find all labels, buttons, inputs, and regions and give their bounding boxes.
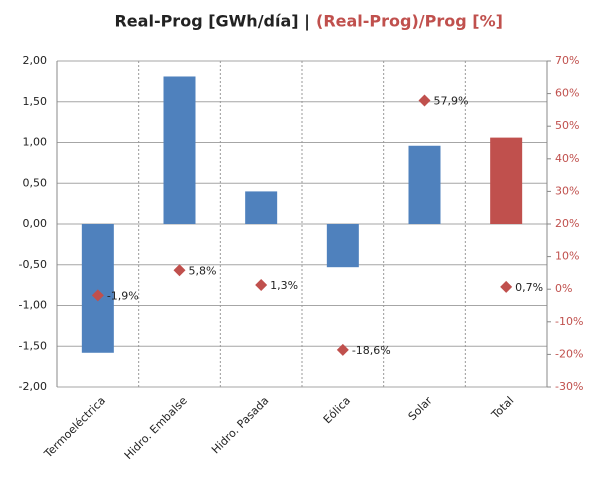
x-tick-label: Hidro. Embalse xyxy=(122,394,190,462)
y2-tick-label: -30% xyxy=(555,380,583,393)
data-label: -1,9% xyxy=(107,289,139,302)
data-label: 57,9% xyxy=(434,94,469,107)
y-tick-label: -0,50 xyxy=(19,258,47,271)
bar xyxy=(408,145,441,224)
y2-tick-label: 0% xyxy=(555,282,572,295)
y-tick-label: 2,00 xyxy=(23,54,48,67)
y-tick-label: 0,50 xyxy=(23,176,48,189)
y-tick-label: -2,00 xyxy=(19,380,47,393)
y-tick-label: 1,00 xyxy=(23,136,48,149)
y2-tick-label: 60% xyxy=(555,87,579,100)
x-tick-label: Hidro. Pasada xyxy=(209,394,271,456)
bar xyxy=(81,224,114,353)
x-tick-label: Termoeléctrica xyxy=(41,394,108,461)
marker xyxy=(500,280,513,293)
x-tick-label: Solar xyxy=(406,394,435,423)
chart-title: Real-Prog [GWh/día] | xyxy=(114,12,310,32)
y2-tick-label: 70% xyxy=(555,54,579,67)
y2-tick-label: 30% xyxy=(555,184,579,197)
y-tick-label: 1,50 xyxy=(23,95,48,108)
x-tick-label: Eólica xyxy=(321,394,353,426)
bar xyxy=(326,224,359,268)
y-tick-label: -1,50 xyxy=(19,339,47,352)
y2-tick-label: 20% xyxy=(555,217,579,230)
bar xyxy=(245,191,278,224)
y2-tick-label: 10% xyxy=(555,250,579,263)
y2-tick-label: 40% xyxy=(555,152,579,165)
data-label: 0,7% xyxy=(515,281,543,294)
y-tick-label: 0,00 xyxy=(23,217,48,230)
marker xyxy=(336,343,349,356)
y-tick-label: -1,00 xyxy=(19,299,47,312)
marker xyxy=(173,264,186,277)
bar xyxy=(163,76,196,224)
data-label: 5,8% xyxy=(189,264,217,277)
bar xyxy=(490,137,523,224)
data-label: -18,6% xyxy=(352,344,391,357)
data-label: 1,3% xyxy=(270,279,298,292)
x-tick-label: Total xyxy=(488,394,516,422)
y2-tick-label: -10% xyxy=(555,315,583,328)
y2-tick-label: -20% xyxy=(555,347,583,360)
marker xyxy=(418,94,431,107)
y2-tick-label: 50% xyxy=(555,119,579,132)
marker xyxy=(91,289,104,302)
marker xyxy=(255,278,268,291)
y2-title: (Real-Prog)/Prog [%] xyxy=(316,12,503,31)
